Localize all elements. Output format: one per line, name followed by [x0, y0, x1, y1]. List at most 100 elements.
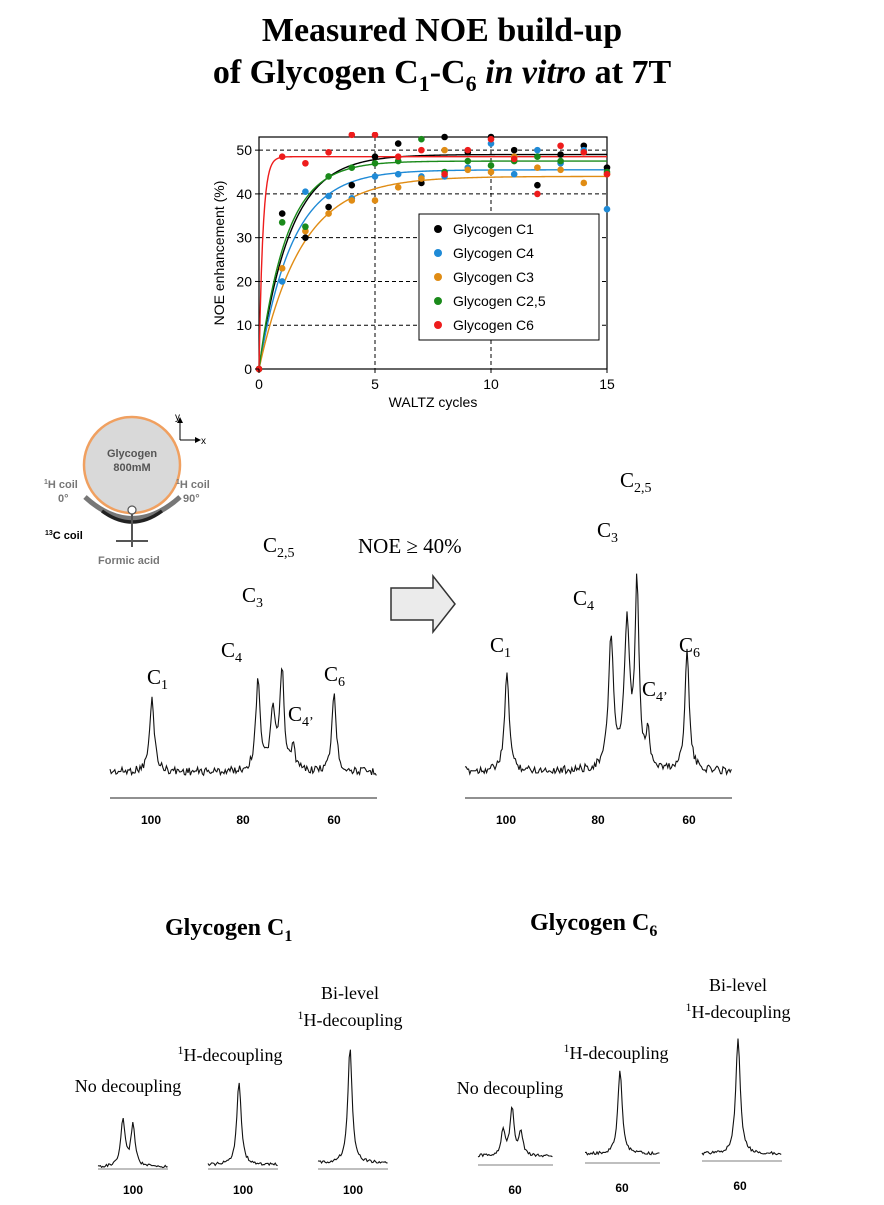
- axis-ticks: 0 10 20 30 40 50 0 5 10 15: [236, 142, 615, 392]
- right-coil-label: 1H coil: [176, 479, 210, 491]
- data-point: [325, 149, 332, 156]
- legend-label: Glycogen C2,5: [453, 293, 546, 309]
- title-part: of Glycogen C: [212, 54, 419, 91]
- y-tick-label: 30: [236, 230, 252, 246]
- legend-box: [418, 213, 600, 341]
- data-point: [325, 210, 332, 217]
- x-tick-label: 10: [483, 376, 499, 392]
- fit-curve-0: [258, 153, 607, 370]
- tick-100: 100: [496, 813, 516, 827]
- title-sub: 1: [418, 70, 430, 96]
- data-point: [325, 192, 332, 200]
- left-coil-label: 1H coil: [44, 479, 78, 491]
- data-point: [603, 170, 611, 178]
- y-tick-label: 40: [236, 186, 252, 202]
- data-point: [348, 132, 356, 139]
- title-italic: in vitro: [476, 54, 587, 91]
- x-tick-label: 15: [599, 376, 615, 392]
- data-point: [371, 159, 379, 167]
- data-point: [441, 170, 448, 178]
- data-point: [487, 168, 495, 176]
- tick-label: 100: [343, 1183, 363, 1197]
- data-point: [371, 132, 379, 139]
- peak-label-c25: C2,5: [620, 468, 652, 496]
- title-sub: 6: [465, 70, 477, 96]
- setup-diagram: Glycogen 800mM y x 1H coil 0° 1H coil 90…: [44, 412, 210, 567]
- x-tick-label: 5: [371, 376, 379, 392]
- data-point: [302, 188, 309, 196]
- data-point: [534, 146, 541, 154]
- tick-60: 60: [327, 813, 341, 827]
- right-coil-angle: 90°: [183, 493, 200, 505]
- data-point: [580, 149, 588, 156]
- legend-marker: [434, 321, 442, 329]
- data-point: [325, 203, 332, 211]
- data-point: [534, 153, 541, 160]
- peak-label-c25: C2,5: [263, 533, 295, 561]
- left-coil-angle: 0°: [58, 493, 69, 505]
- formic-acid-label: Formic acid: [98, 555, 160, 567]
- data-point: [278, 153, 286, 160]
- data-point: [464, 157, 472, 165]
- data-point: [371, 173, 379, 180]
- peak-label-c6: C6: [324, 662, 345, 690]
- data-point: [371, 153, 379, 160]
- y-tick-label: 10: [236, 317, 252, 333]
- tick-80: 80: [236, 813, 250, 827]
- peak-label-c3: C3: [597, 518, 618, 546]
- x-arrow-head: [195, 437, 201, 443]
- caption-bilevel-decoupling: Bi-level 1H-decoupling: [297, 983, 403, 1030]
- title-text: Measured NOE build-up: [261, 12, 623, 49]
- chart-legend: Glycogen C1 Glycogen C4 Glycogen C3 Glycoge…: [418, 213, 600, 341]
- fit-curve-4: [258, 156, 607, 370]
- data-point: [418, 146, 425, 154]
- peak-label-c4-prime: C4’: [288, 702, 314, 730]
- y-arrow-head: [177, 417, 183, 423]
- c6-decoupling-spectra: 60 60 60: [477, 1038, 782, 1197]
- spectrum-trace: [109, 667, 377, 777]
- peak-label-c4: C4: [573, 586, 594, 614]
- data-point: [278, 219, 286, 226]
- legend-marker: [434, 225, 442, 233]
- spectrum-h-decoupling: [207, 1082, 278, 1167]
- data-point: [557, 166, 564, 174]
- spectrum-no-decoupling: [477, 1105, 553, 1158]
- title-part: -C: [429, 54, 466, 91]
- data-point: [557, 157, 564, 165]
- spectrum-bilevel: [317, 1049, 388, 1165]
- page-title-line-2: of Glycogen C1-C6 in vitro at 7T: [0, 52, 884, 105]
- ppm-ticks: 100 80 60: [496, 813, 696, 827]
- peak-label-c1: C1: [147, 665, 168, 693]
- x-tick-label: 0: [255, 376, 263, 392]
- tick-label: 60: [733, 1179, 747, 1193]
- arrow-right-icon: [390, 573, 456, 635]
- caption-h-decoupling: 1H-decoupling: [177, 1043, 283, 1065]
- legend-marker: [434, 297, 442, 305]
- fit-curve-2: [258, 175, 607, 370]
- panel-title-c1: Glycogen C1: [165, 915, 293, 945]
- data-point: [464, 166, 472, 174]
- data-point: [534, 190, 541, 198]
- data-point: [510, 146, 518, 154]
- data-point: [278, 210, 286, 217]
- tick-100: 100: [141, 813, 161, 827]
- data-point: [557, 142, 564, 150]
- page-title-line-1: Measured NOE build-up: [0, 10, 884, 52]
- data-point: [394, 153, 402, 160]
- tick-label: 100: [123, 1183, 143, 1197]
- tick-80: 80: [591, 813, 605, 827]
- y-tick-label: 20: [236, 273, 252, 289]
- fit-curves: [258, 153, 607, 370]
- spectrum-after: 100 80 60 C1 C4 C3 C2,5 C6 C4’: [464, 468, 732, 827]
- data-point: [371, 197, 379, 204]
- legend-label: Glycogen C3: [453, 269, 534, 285]
- legend-marker: [434, 249, 442, 257]
- spectrum-h-decoupling: [584, 1070, 660, 1156]
- data-point: [580, 179, 588, 187]
- data-point: [348, 181, 356, 189]
- data-point: [302, 159, 309, 167]
- title-part: at 7T: [586, 54, 672, 91]
- data-point: [302, 234, 309, 241]
- data-point: [441, 146, 448, 154]
- data-point: [557, 151, 564, 158]
